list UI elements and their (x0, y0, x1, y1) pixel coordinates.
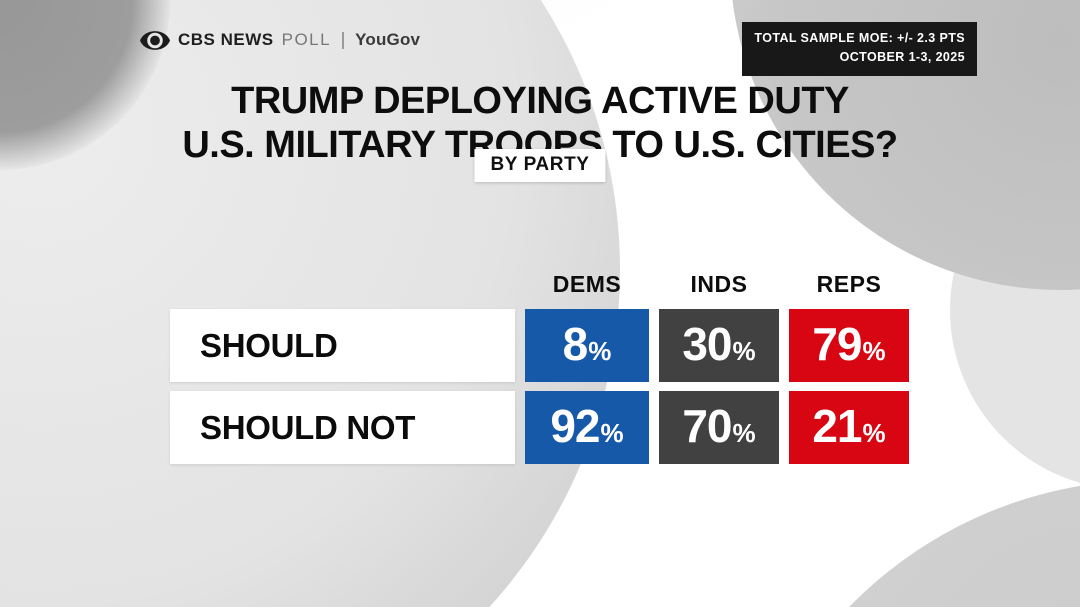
value-shouldnot-inds: 70% (659, 391, 779, 464)
value-shouldnot-reps: 21% (789, 391, 909, 464)
value-should-dems: 8% (525, 309, 649, 382)
cbs-news-wordmark: CBS NEWS (178, 30, 274, 49)
header-spacer (170, 270, 515, 300)
by-party-badge: BY PARTY (474, 149, 606, 182)
value-number: 8 (562, 318, 589, 370)
value-number: 70 (682, 400, 732, 452)
value-number: 92 (550, 400, 600, 452)
percent-sign: % (862, 336, 886, 366)
value-number: 21 (812, 400, 862, 452)
percent-sign: % (588, 336, 612, 366)
percent-sign: % (600, 418, 624, 448)
poll-wordmark: POLL (281, 30, 332, 49)
sample-dates: OCTOBER 1-3, 2025 (839, 50, 965, 65)
row-label-should: SHOULD (170, 309, 515, 382)
brand-lockup: CBS NEWS POLL YouGov (140, 30, 420, 50)
cbs-eye-icon (140, 30, 170, 50)
value-shouldnot-dems: 92% (525, 391, 649, 464)
sample-info-box: TOTAL SAMPLE MOE: +/- 2.3 PTS OCTOBER 1-… (742, 22, 977, 76)
results-table: DEMS INDS REPS SHOULD 8% 30% 79% SHOULD … (170, 270, 909, 464)
value-should-reps: 79% (789, 309, 909, 382)
column-header-reps: REPS (816, 271, 882, 297)
title-line-1: TRUMP DEPLOYING ACTIVE DUTY (231, 80, 849, 122)
value-number: 79 (812, 318, 862, 370)
sample-moe: TOTAL SAMPLE MOE: +/- 2.3 PTS (754, 31, 965, 45)
value-should-inds: 30% (659, 309, 779, 382)
yougov-wordmark: YouGov (355, 30, 421, 49)
row-label-should-not: SHOULD NOT (170, 391, 515, 464)
logo-divider (342, 31, 345, 49)
percent-sign: % (862, 418, 886, 448)
value-number: 30 (682, 318, 732, 370)
column-header-dems: DEMS (552, 271, 622, 297)
percent-sign: % (732, 336, 756, 366)
column-header-inds: INDS (690, 271, 748, 297)
percent-sign: % (732, 418, 756, 448)
